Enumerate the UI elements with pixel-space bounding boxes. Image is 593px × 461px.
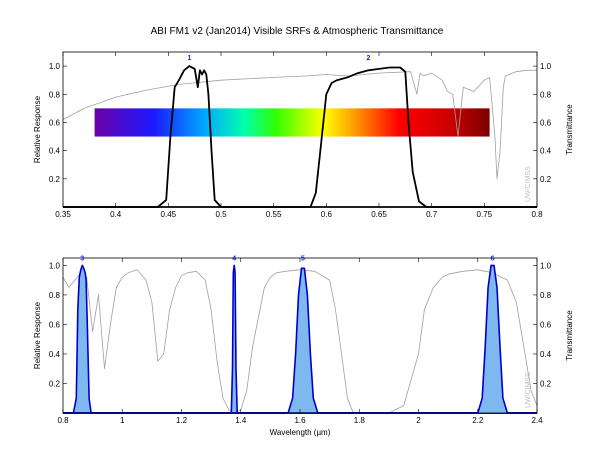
top-y-axis-label: Relative Response bbox=[33, 95, 42, 163]
visible-spectrum-bar bbox=[94, 108, 490, 137]
bottom-series-layer: 3 4 5 6 bbox=[62, 255, 538, 414]
x-tick-label: 0.6 bbox=[321, 210, 333, 219]
y2-tick-label: 0.6 bbox=[540, 320, 552, 329]
x-tick-label: 0.75 bbox=[477, 210, 493, 219]
y-tick-label: 0.8 bbox=[49, 291, 61, 300]
top-right-y-axis-label: Transmittance bbox=[565, 104, 574, 155]
x-tick-label: 0.55 bbox=[266, 210, 282, 219]
y-tick-label: 0.4 bbox=[49, 350, 61, 359]
x-tick-label: 1.4 bbox=[235, 416, 247, 425]
x-tick-label: 0.8 bbox=[57, 416, 69, 425]
x-tick-label: 2 bbox=[416, 416, 421, 425]
x-tick-label: 2.4 bbox=[531, 416, 543, 425]
y-tick-label: 0.2 bbox=[49, 175, 61, 184]
y2-tick-label: 0.8 bbox=[540, 291, 552, 300]
bottom-right-y-axis-label: Transmittance bbox=[565, 310, 574, 361]
top-axes: 0.35 0.4 0.45 0.5 0.55 0.6 0.65 0.7 0.75 0.8 0.2 0.… bbox=[49, 52, 552, 219]
band-1-srf-line bbox=[63, 65, 537, 208]
x-tick-label: 1.6 bbox=[294, 416, 306, 425]
x-tick-label: 1.8 bbox=[354, 416, 366, 425]
band-label: 3 bbox=[80, 255, 84, 262]
y-tick-label: 0.6 bbox=[49, 320, 61, 329]
y-tick-label: 1.0 bbox=[49, 62, 61, 71]
x-tick-label: 0.65 bbox=[371, 210, 387, 219]
x-tick-label: 1 bbox=[120, 416, 125, 425]
chart-title: ABI FM1 v2 (Jan2014) Visible SRFs & Atmo… bbox=[151, 26, 444, 37]
band-label: 5 bbox=[301, 255, 305, 262]
band-5-srf-fill bbox=[63, 268, 537, 413]
y2-tick-label: 1.0 bbox=[540, 261, 552, 270]
band-2-srf-line bbox=[63, 66, 537, 208]
x-tick-label: 0.45 bbox=[161, 210, 177, 219]
y2-tick-label: 0.4 bbox=[540, 350, 552, 359]
band-label: 4 bbox=[232, 255, 236, 262]
bottom-y-axis-label: Relative Response bbox=[33, 301, 42, 369]
x-tick-label: 0.35 bbox=[55, 210, 71, 219]
bottom-axes: 0.8 1 1.2 1.4 1.6 1.8 2 2.2 2.4 0.2 0.2 0.4 0.4 0.6 0.… bbox=[49, 258, 552, 425]
y2-tick-label: 0.8 bbox=[540, 90, 552, 99]
y-tick-label: 0.2 bbox=[49, 379, 61, 388]
y2-tick-label: 1.0 bbox=[540, 62, 552, 71]
band-6-srf-line bbox=[63, 264, 537, 414]
x-tick-label: 0.8 bbox=[531, 210, 543, 219]
bottom-x-axis-label: Wavelength (µm) bbox=[270, 428, 331, 437]
band-label: 1 bbox=[187, 55, 191, 62]
y-tick-label: 0.8 bbox=[49, 90, 61, 99]
top-credit-text: UW/CIMSS bbox=[525, 166, 532, 202]
x-tick-label: 0.5 bbox=[215, 210, 227, 219]
x-tick-label: 0.7 bbox=[426, 210, 438, 219]
band-label: 2 bbox=[367, 55, 371, 62]
x-tick-label: 2.2 bbox=[472, 416, 484, 425]
transmittance-line bbox=[62, 269, 538, 414]
y2-tick-label: 0.2 bbox=[540, 379, 552, 388]
top-plot-frame bbox=[62, 51, 538, 208]
band-5-srf-line bbox=[63, 267, 537, 414]
band-label: 6 bbox=[491, 255, 495, 262]
band-3-srf-line bbox=[63, 264, 537, 414]
y2-tick-label: 0.6 bbox=[540, 118, 552, 127]
x-tick-label: 1.2 bbox=[176, 416, 188, 425]
band-4-srf-line bbox=[63, 264, 537, 414]
y-tick-label: 1.0 bbox=[49, 261, 61, 270]
x-tick-label: 0.4 bbox=[110, 210, 122, 219]
y-tick-label: 0.6 bbox=[49, 118, 61, 127]
bottom-credit-text: UW/CIMSS bbox=[525, 372, 532, 408]
bottom-panel: 3 4 5 6 0.8 1 1.2 1.4 1.6 1.8 2 2.2 2.4 0.2 0.2 0.4 0.4… bbox=[33, 255, 574, 437]
y-tick-label: 0.4 bbox=[49, 147, 61, 156]
transmittance-line bbox=[62, 69, 537, 180]
y2-tick-label: 0.4 bbox=[540, 147, 552, 156]
y2-tick-label: 0.2 bbox=[540, 175, 552, 184]
